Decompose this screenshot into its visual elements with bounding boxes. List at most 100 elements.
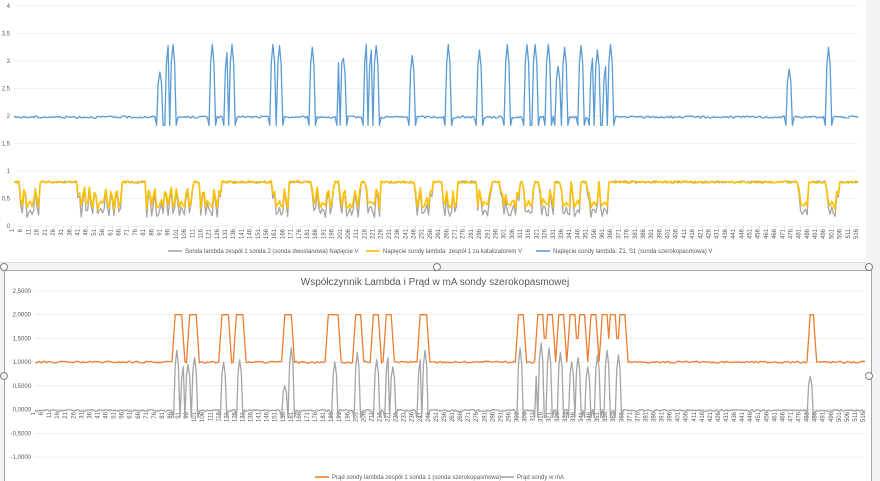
- top-y-tick-label: 1,5: [2, 142, 11, 148]
- top-x-tick-label: 331: [551, 228, 557, 239]
- top-x-tick-label: 221: [371, 228, 377, 239]
- bottom-x-tick-label: 386: [651, 411, 657, 422]
- top-x-tick-label: 131: [223, 228, 229, 239]
- top-x-tick-label: 211: [354, 228, 360, 238]
- bottom-x-tick-label: 516: [861, 411, 867, 422]
- top-x-tick-label: 101: [174, 228, 180, 239]
- top-x-tick-label: 86: [149, 228, 155, 235]
- top-x-tick-label: 306: [510, 228, 516, 239]
- top-x-tick-label: 26: [51, 228, 57, 235]
- bottom-x-tick-label: 146: [265, 411, 271, 422]
- top-x-tick-label: 416: [690, 228, 696, 239]
- bottom-x-tick-label: 191: [337, 411, 343, 422]
- bottom-legend-entry-1: Prąd sondy lambda zespół 1 sonda 1 (sond…: [332, 475, 501, 481]
- top-x-tick-label: 226: [379, 228, 385, 239]
- top-x-tick-label: 286: [477, 228, 483, 239]
- top-x-tick-label: 411: [682, 228, 688, 238]
- top-x-tick-label: 266: [444, 228, 450, 239]
- bottom-chart[interactable]: -1,0000 -0,5000 0,0000 0,5000 1,0000 1,5000 2,…: [4, 270, 872, 481]
- bottom-x-tick-label: 296: [506, 411, 512, 422]
- bottom-y-tick-label: -1,0000: [11, 455, 32, 461]
- top-x-tick-label: 191: [321, 228, 327, 239]
- top-x-tick-label: 506: [838, 228, 844, 239]
- bottom-x-tick-label: 286: [490, 411, 496, 422]
- top-x-tick-label: 51: [92, 228, 98, 235]
- bottom-x-tick-label: 506: [845, 411, 851, 422]
- bottom-x-tick-label: 26: [71, 411, 77, 418]
- bottom-x-tick-label: 401: [676, 411, 682, 422]
- bottom-x-tick-label: 141: [257, 411, 263, 422]
- bottom-x-tick-label: 396: [668, 411, 674, 422]
- top-x-tick-label: 46: [84, 228, 90, 235]
- top-y-tick-label: 3: [7, 59, 11, 65]
- top-x-tick-label: 121: [207, 228, 213, 239]
- resize-handle-top-right[interactable]: [865, 263, 873, 271]
- top-x-tick-label: 251: [420, 228, 426, 239]
- bottom-x-tick-label: 66: [136, 411, 142, 418]
- bottom-x-tick-label: 171: [305, 411, 311, 422]
- bottom-series-line-2: [34, 342, 866, 419]
- top-x-tick-label: 316: [526, 228, 532, 239]
- bottom-x-tick-label: 151: [273, 411, 279, 422]
- bottom-x-tick-label: 486: [813, 411, 819, 422]
- top-x-tick-label: 346: [575, 228, 581, 239]
- top-y-tick-label: 0,5: [2, 197, 11, 203]
- bottom-x-tick-label: 176: [313, 411, 319, 422]
- top-series-line-1: [13, 180, 859, 219]
- resize-handle-right[interactable]: [865, 372, 873, 380]
- top-x-tick-label: 486: [805, 228, 811, 239]
- bottom-x-tick-label: 476: [797, 411, 803, 422]
- top-x-tick-label: 216: [362, 228, 368, 239]
- top-x-tick-label: 171: [289, 228, 295, 239]
- top-x-tick-label: 56: [100, 228, 106, 235]
- bottom-x-tick-label: 426: [716, 411, 722, 422]
- top-y-tick-label: 0: [7, 224, 11, 230]
- bottom-x-tick-label: 181: [321, 411, 327, 422]
- bottom-x-tick-label: 291: [498, 411, 504, 422]
- bottom-x-tick-label: 236: [410, 411, 416, 422]
- bottom-x-tick-label: 81: [160, 411, 166, 418]
- bottom-x-tick-label: 456: [764, 411, 770, 422]
- top-series-line-2: [13, 180, 859, 211]
- bottom-x-tick-label: 436: [732, 411, 738, 422]
- top-legend-entry-2: Napięcie sondy lambda: zespół 1 za katal…: [383, 249, 522, 255]
- top-chart[interactable]: 0 0,5 1 1,5 2 2,5 3 3,5 4 1 6 11 16 21 26 31 36 41 46 51 56 6…: [0, 0, 866, 263]
- top-x-tick-label: 341: [567, 228, 573, 239]
- resize-handle-top-center[interactable]: [433, 263, 441, 271]
- top-x-tick-label: 111: [190, 228, 196, 238]
- top-x-tick-label: 21: [43, 228, 49, 235]
- bottom-x-tick-label: 86: [168, 411, 174, 418]
- top-y-tick-label: 3,5: [2, 32, 11, 38]
- top-x-tick-label: 376: [625, 228, 631, 239]
- bottom-x-tick-label: 356: [603, 411, 609, 422]
- resize-handle-left[interactable]: [0, 372, 8, 380]
- bottom-x-tick-label: 491: [821, 411, 827, 422]
- resize-handle-top-left[interactable]: [0, 263, 8, 271]
- top-x-tick-label: 271: [452, 228, 458, 239]
- top-x-tick-label: 491: [813, 228, 819, 239]
- bottom-x-tick-label: 271: [466, 411, 472, 422]
- top-x-tick-label: 276: [461, 228, 467, 239]
- top-x-tick-label: 96: [166, 228, 172, 235]
- bottom-x-tick-label: 106: [200, 411, 206, 422]
- bottom-x-tick-label: 466: [780, 411, 786, 422]
- top-x-tick-label: 71: [125, 228, 131, 235]
- top-x-tick-label: 476: [788, 228, 794, 239]
- top-chart-svg: 00,511,522,533,541 6 11 16 21 26 31 36 41 46 51 56 6…: [2, 4, 860, 255]
- top-x-tick-label: 481: [797, 228, 803, 239]
- bottom-x-tick-label: 416: [700, 411, 706, 422]
- top-x-tick-label: 426: [707, 228, 713, 239]
- bottom-x-tick-label: 381: [643, 411, 649, 422]
- top-x-tick-label: 36: [67, 228, 73, 235]
- top-x-tick-label: 366: [608, 228, 614, 239]
- bottom-x-tick-label: 376: [635, 411, 641, 422]
- bottom-x-tick-label: 241: [418, 411, 424, 422]
- top-x-tick-label: 16: [35, 228, 41, 235]
- bottom-x-tick-label: 36: [87, 411, 93, 418]
- bottom-y-tick-label: 0,0000: [13, 408, 32, 414]
- top-x-tick-label: 61: [108, 228, 114, 235]
- bottom-x-tick-label: 361: [611, 411, 617, 422]
- top-x-tick-label: 441: [731, 228, 737, 239]
- bottom-y-tick-label: 1,5000: [13, 336, 32, 342]
- bottom-x-tick-label: 16: [55, 411, 61, 418]
